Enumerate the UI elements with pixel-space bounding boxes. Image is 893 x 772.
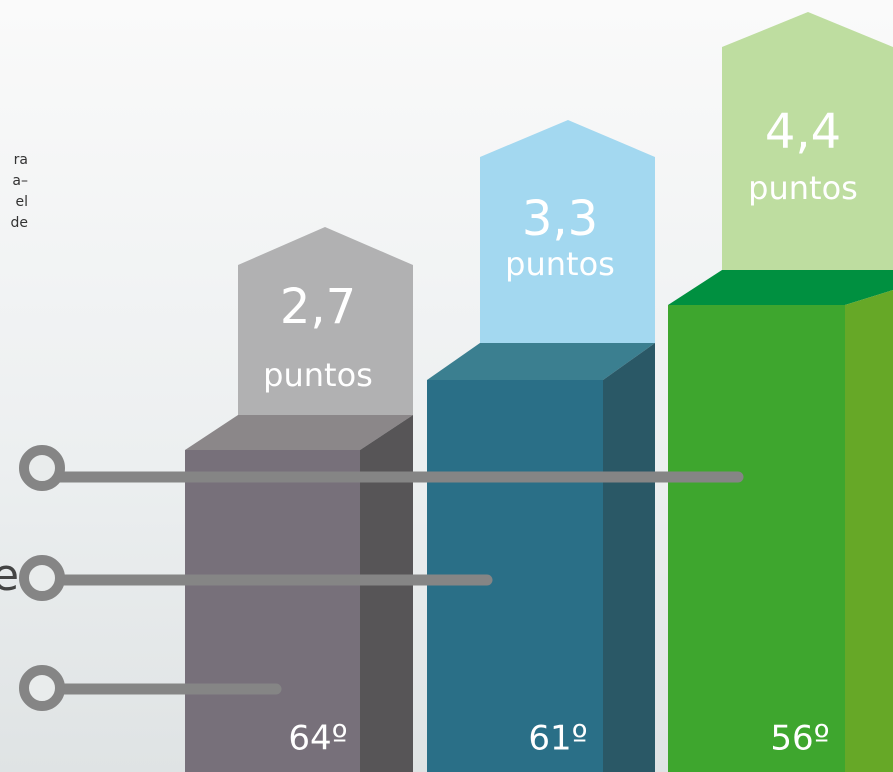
intro-fragment: a– — [12, 173, 28, 189]
bar-group: 4,4 puntos 56º — [668, 12, 893, 772]
bar-side — [360, 415, 413, 772]
score: 3,3 — [522, 191, 598, 247]
bar-group: 3,3 puntos 61º — [427, 120, 655, 772]
connector-dot — [19, 445, 65, 491]
rank: 64º — [288, 719, 347, 759]
intro-fragment: ra — [14, 152, 28, 168]
bar-side — [845, 290, 893, 772]
label-arrow — [480, 120, 655, 343]
bar-side — [603, 343, 655, 772]
bar-top — [185, 415, 413, 450]
rank: 56º — [770, 719, 829, 759]
score: 4,4 — [765, 104, 841, 160]
label-arrow — [238, 227, 413, 415]
side-fragment: e — [0, 550, 19, 601]
bar-top — [668, 270, 893, 305]
unit: puntos — [263, 356, 373, 394]
connector-dot — [19, 665, 65, 711]
connector-dot — [19, 555, 65, 601]
intro-fragment: de — [11, 215, 29, 231]
connectors — [19, 445, 744, 711]
bar-front — [668, 305, 845, 772]
intro-text: ra a– el de — [11, 152, 29, 231]
rank: 61º — [528, 719, 587, 759]
label-arrow — [722, 12, 893, 270]
bar-group: 2,7 puntos 64º — [185, 227, 413, 772]
unit: puntos — [748, 169, 858, 207]
unit: puntos — [505, 245, 615, 283]
intro-fragment: el — [15, 194, 28, 210]
bar-front — [185, 450, 360, 772]
score: 2,7 — [280, 279, 356, 335]
bar-top — [427, 343, 655, 380]
